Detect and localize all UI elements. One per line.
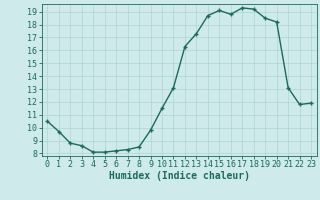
X-axis label: Humidex (Indice chaleur): Humidex (Indice chaleur) (109, 171, 250, 181)
